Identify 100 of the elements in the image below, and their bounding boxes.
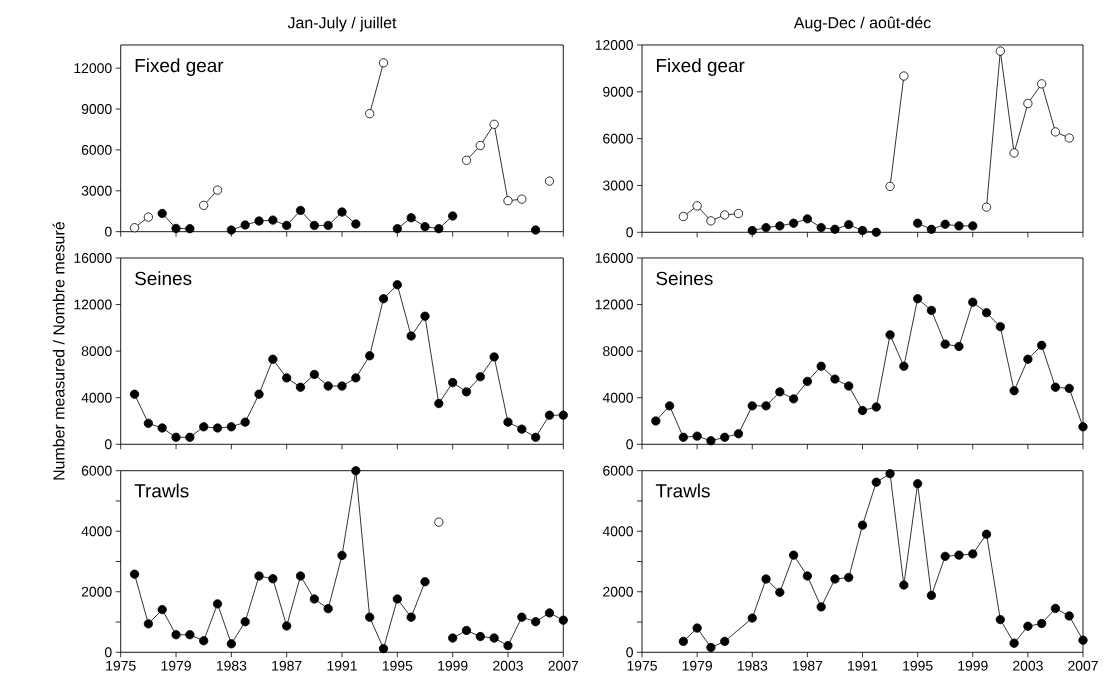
point bbox=[733, 208, 744, 219]
y-tick-label: 6000 bbox=[603, 465, 633, 476]
point bbox=[503, 641, 513, 651]
annotation: Trawls bbox=[134, 483, 189, 498]
point bbox=[926, 305, 937, 315]
point bbox=[706, 642, 716, 653]
point bbox=[185, 432, 195, 442]
point bbox=[871, 227, 881, 237]
point bbox=[940, 551, 950, 561]
point bbox=[1064, 133, 1074, 143]
x-tick-label: 1987 bbox=[792, 660, 823, 671]
point bbox=[171, 432, 181, 442]
point bbox=[802, 214, 812, 224]
y-tick-label: 6000 bbox=[81, 144, 112, 155]
point bbox=[365, 109, 375, 119]
point bbox=[461, 625, 472, 636]
point bbox=[844, 381, 854, 391]
y-tick-label: 0 bbox=[626, 227, 633, 238]
annotation: Seines bbox=[135, 271, 192, 286]
x-tick-label: 1999 bbox=[438, 660, 468, 671]
point bbox=[392, 280, 402, 290]
point bbox=[678, 636, 688, 646]
point bbox=[706, 436, 716, 446]
point bbox=[254, 389, 264, 399]
point bbox=[489, 352, 499, 362]
point bbox=[981, 202, 992, 212]
point bbox=[940, 219, 950, 229]
point bbox=[899, 71, 909, 81]
point bbox=[337, 207, 347, 217]
point bbox=[706, 216, 716, 226]
y-tick-label: 4000 bbox=[602, 526, 633, 537]
point bbox=[517, 612, 527, 622]
point bbox=[212, 423, 223, 433]
point bbox=[268, 215, 278, 225]
point bbox=[1009, 148, 1019, 158]
point bbox=[212, 185, 223, 195]
point bbox=[337, 381, 347, 391]
x-tick-label: 1991 bbox=[848, 660, 878, 671]
point bbox=[981, 308, 992, 318]
y-tick-label: 4000 bbox=[602, 392, 633, 403]
point bbox=[475, 140, 485, 151]
y-tick-label: 6000 bbox=[81, 465, 112, 476]
point bbox=[678, 211, 688, 222]
point bbox=[503, 417, 513, 427]
x-tick-label: 1975 bbox=[106, 660, 136, 671]
point bbox=[378, 644, 389, 654]
point bbox=[678, 432, 688, 442]
point bbox=[392, 224, 402, 234]
y-tick-label: 3000 bbox=[603, 180, 633, 191]
point bbox=[1037, 618, 1047, 629]
point bbox=[733, 429, 744, 439]
point bbox=[1009, 638, 1019, 648]
point bbox=[1050, 382, 1061, 392]
point bbox=[351, 466, 361, 476]
point bbox=[420, 311, 430, 321]
point bbox=[434, 224, 444, 234]
point bbox=[1009, 386, 1019, 396]
point bbox=[1078, 635, 1088, 645]
y-tick-label: 12000 bbox=[74, 299, 112, 310]
chart-title: Aug-Dec / août-déc bbox=[793, 16, 931, 32]
point bbox=[143, 418, 153, 428]
point bbox=[899, 361, 909, 371]
point bbox=[448, 377, 458, 388]
point bbox=[268, 574, 278, 584]
y-tick-label: 0 bbox=[104, 439, 112, 450]
point bbox=[885, 469, 895, 479]
y-tick-label: 8000 bbox=[603, 346, 633, 357]
point bbox=[309, 594, 319, 604]
point bbox=[1037, 79, 1047, 89]
point bbox=[558, 615, 568, 625]
point bbox=[664, 401, 675, 411]
point bbox=[954, 550, 964, 560]
x-tick-label: 1979 bbox=[682, 660, 712, 671]
point bbox=[448, 211, 458, 221]
annotation: Fixed gear bbox=[656, 58, 745, 76]
point bbox=[968, 297, 978, 307]
x-tick-label: 1975 bbox=[627, 660, 657, 671]
point bbox=[802, 571, 812, 581]
point bbox=[544, 608, 555, 618]
point bbox=[143, 212, 153, 222]
point bbox=[406, 213, 416, 223]
point bbox=[761, 223, 771, 233]
point bbox=[171, 630, 181, 640]
x-tick-label: 1995 bbox=[903, 660, 933, 671]
y-tick-label: 0 bbox=[626, 647, 633, 658]
x-tick-label: 2007 bbox=[1068, 660, 1098, 671]
point bbox=[282, 373, 292, 383]
point bbox=[295, 571, 306, 581]
y-tick-label: 12000 bbox=[74, 63, 112, 74]
point bbox=[651, 416, 661, 426]
annotation: Trawls bbox=[655, 483, 710, 498]
x-tick-label: 1983 bbox=[216, 660, 247, 671]
point bbox=[226, 422, 236, 432]
point bbox=[775, 387, 785, 397]
point bbox=[254, 571, 264, 581]
point bbox=[392, 594, 402, 604]
point bbox=[954, 221, 964, 231]
point bbox=[475, 372, 485, 382]
point bbox=[995, 615, 1005, 625]
point bbox=[761, 401, 771, 411]
